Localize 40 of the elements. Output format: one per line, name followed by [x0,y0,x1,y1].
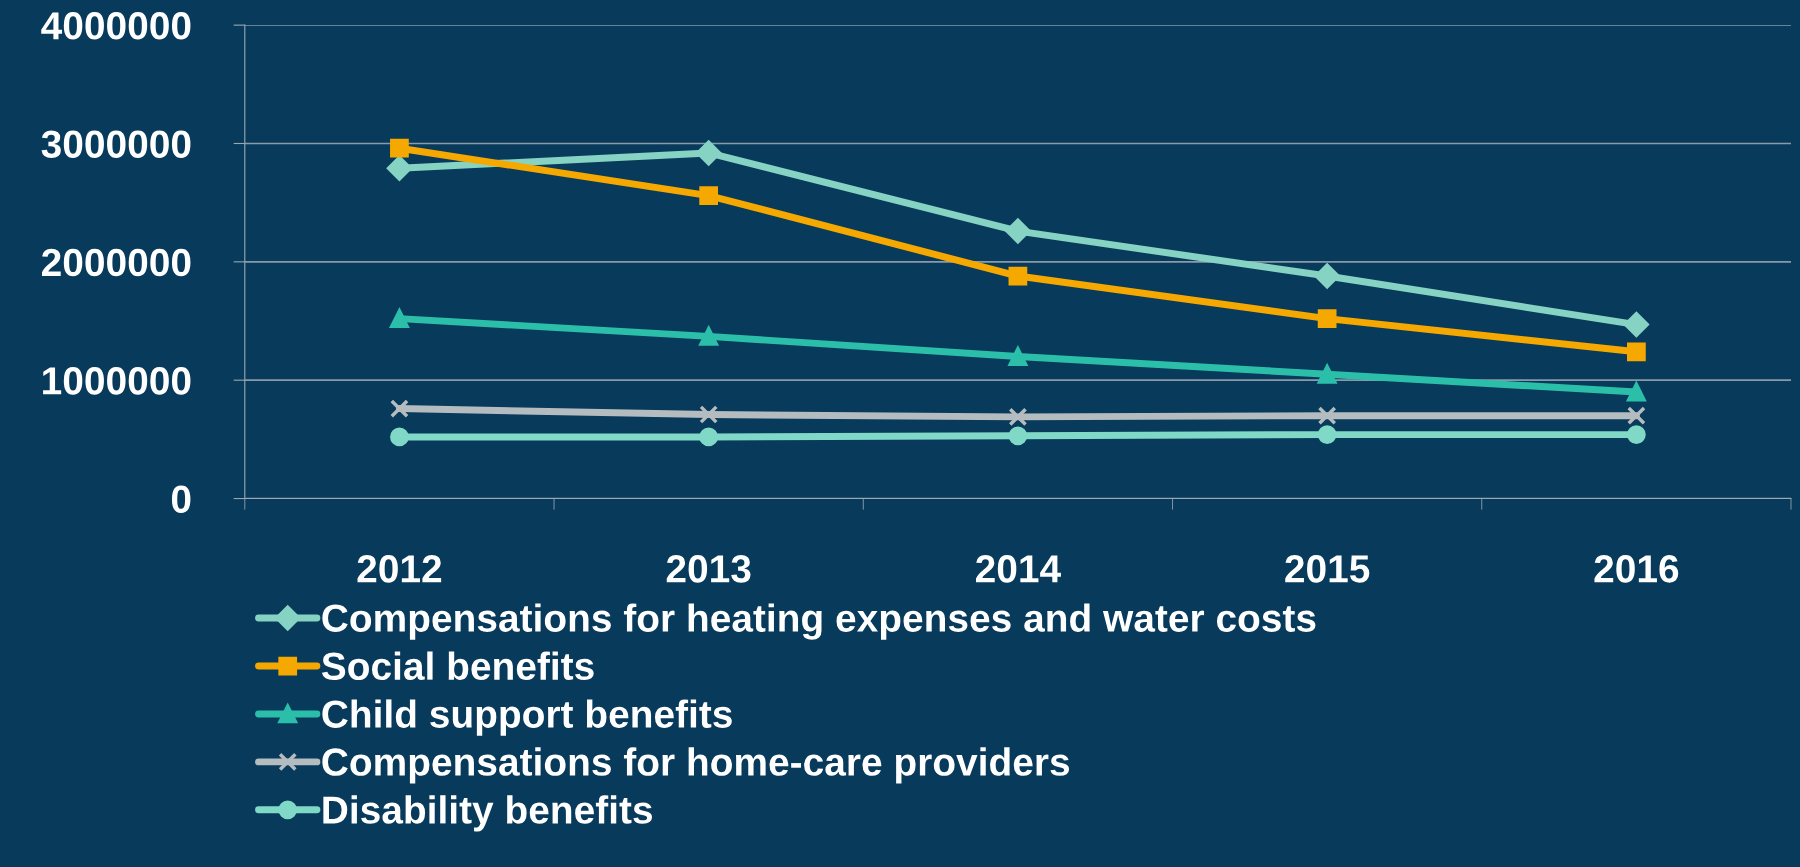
point [1008,347,1028,366]
point [1627,342,1646,362]
y-tick-label: 0 [171,485,191,513]
point [390,309,409,329]
point [699,405,719,424]
y-tick-label: 2000000 [41,248,191,277]
point [390,399,409,418]
legend-label: Compensations for heating expenses and water costs [322,603,1316,640]
point [1623,312,1649,338]
point [1317,309,1337,329]
point [699,327,719,346]
point [1008,407,1028,427]
y-tick-label: 3000000 [41,130,191,159]
legend-label: Compensations for home-care providers [322,747,1070,784]
point [1008,266,1028,286]
legend-label: Child support benefits [322,699,732,736]
point [1317,425,1337,444]
point [699,186,719,205]
point [696,140,722,166]
x-tick-label: 2016 [1594,555,1679,583]
x-tick-label: 2012 [357,555,442,583]
point [1317,406,1337,426]
y-tick-label: 4000000 [41,12,191,40]
point [699,427,719,447]
point [1317,364,1337,384]
point [1627,425,1646,444]
x-tick-label: 2014 [976,555,1061,583]
legend-label: Social benefits [321,651,594,681]
legend-label: Disability benefits [323,795,652,832]
y-tick-label: 1000000 [43,367,191,395]
point [390,427,409,447]
x-tick-label: 2015 [1285,555,1370,583]
point [1627,406,1646,426]
point [1314,263,1340,289]
point [1626,380,1647,402]
point [386,155,412,181]
point [390,138,409,158]
point [1008,426,1028,446]
x-tick-label: 2013 [666,555,751,583]
point [1005,218,1031,244]
